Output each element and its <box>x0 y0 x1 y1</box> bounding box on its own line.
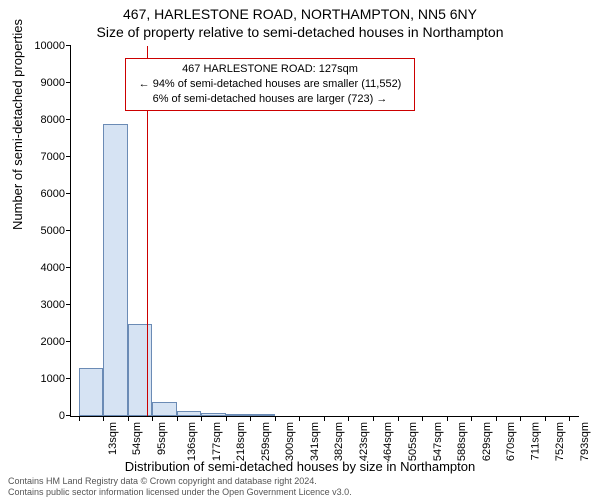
x-tick-mark <box>569 416 570 421</box>
histogram-bar <box>128 324 153 417</box>
x-tick-mark <box>103 416 104 421</box>
y-tick-label: 3000 <box>41 299 71 311</box>
x-tick-label: 177sqm <box>211 422 223 461</box>
y-tick-label: 9000 <box>41 77 71 89</box>
y-tick-label: 1000 <box>41 373 71 385</box>
x-tick-mark <box>496 416 497 421</box>
histogram-plot: 0100020003000400050006000700080009000100… <box>70 46 579 417</box>
property-callout: 467 HARLESTONE ROAD: 127sqm← 94% of semi… <box>125 58 415 111</box>
histogram-bar <box>177 411 202 416</box>
x-tick-label: 464sqm <box>382 422 394 461</box>
x-tick-mark <box>398 416 399 421</box>
x-tick-label: 629sqm <box>481 422 493 461</box>
y-tick-label: 8000 <box>41 114 71 126</box>
x-tick-mark <box>348 416 349 421</box>
histogram-bar <box>152 402 177 416</box>
x-tick-label: 382sqm <box>333 422 345 461</box>
x-tick-mark <box>324 416 325 421</box>
y-tick-label: 5000 <box>41 225 71 237</box>
x-tick-mark <box>177 416 178 421</box>
x-tick-label: 793sqm <box>579 422 591 461</box>
x-tick-mark <box>201 416 202 421</box>
x-tick-mark <box>250 416 251 421</box>
y-axis-label: Number of semi-detached properties <box>10 19 25 230</box>
x-tick-mark <box>128 416 129 421</box>
x-tick-label: 670sqm <box>506 422 518 461</box>
x-tick-mark <box>275 416 276 421</box>
callout-line-2: ← 94% of semi-detached houses are smalle… <box>132 77 408 92</box>
x-tick-label: 588sqm <box>457 422 469 461</box>
page-subtitle: Size of property relative to semi-detach… <box>0 24 600 40</box>
x-tick-label: 505sqm <box>407 422 419 461</box>
x-tick-mark <box>520 416 521 421</box>
x-tick-mark <box>471 416 472 421</box>
x-tick-mark <box>447 416 448 421</box>
x-tick-mark <box>226 416 227 421</box>
x-tick-mark <box>422 416 423 421</box>
x-tick-mark <box>299 416 300 421</box>
y-tick-label: 6000 <box>41 188 71 200</box>
footer-line-2: Contains public sector information licen… <box>8 487 352 498</box>
y-tick-label: 4000 <box>41 262 71 274</box>
x-tick-label: 136sqm <box>186 422 198 461</box>
x-tick-mark <box>152 416 153 421</box>
x-tick-mark <box>545 416 546 421</box>
callout-line-3: 6% of semi-detached houses are larger (7… <box>132 92 408 107</box>
y-tick-label: 10000 <box>34 40 71 52</box>
x-tick-mark <box>79 416 80 421</box>
x-tick-mark <box>373 416 374 421</box>
x-tick-label: 259sqm <box>260 422 272 461</box>
x-tick-label: 547sqm <box>432 422 444 461</box>
x-tick-label: 423sqm <box>358 422 370 461</box>
x-axis-label: Distribution of semi-detached houses by … <box>0 459 600 474</box>
y-tick-label: 7000 <box>41 151 71 163</box>
footer-attribution: Contains HM Land Registry data © Crown c… <box>8 476 352 498</box>
x-tick-label: 341sqm <box>309 422 321 461</box>
x-tick-label: 218sqm <box>235 422 247 461</box>
y-tick-label: 2000 <box>41 336 71 348</box>
footer-line-1: Contains HM Land Registry data © Crown c… <box>8 476 352 487</box>
x-tick-label: 711sqm <box>529 422 541 460</box>
histogram-bar <box>79 368 104 416</box>
x-tick-label: 13sqm <box>107 422 119 455</box>
page-title: 467, HARLESTONE ROAD, NORTHAMPTON, NN5 6… <box>0 6 600 22</box>
histogram-bar <box>226 414 251 416</box>
x-tick-label: 54sqm <box>131 422 143 455</box>
histogram-bar <box>201 413 226 416</box>
x-tick-label: 752sqm <box>555 422 567 461</box>
y-tick-label: 0 <box>59 410 71 422</box>
x-tick-label: 300sqm <box>284 422 296 461</box>
histogram-bar <box>103 124 128 416</box>
histogram-bar <box>250 414 275 416</box>
callout-line-1: 467 HARLESTONE ROAD: 127sqm <box>132 62 408 77</box>
x-tick-label: 95sqm <box>156 422 168 455</box>
